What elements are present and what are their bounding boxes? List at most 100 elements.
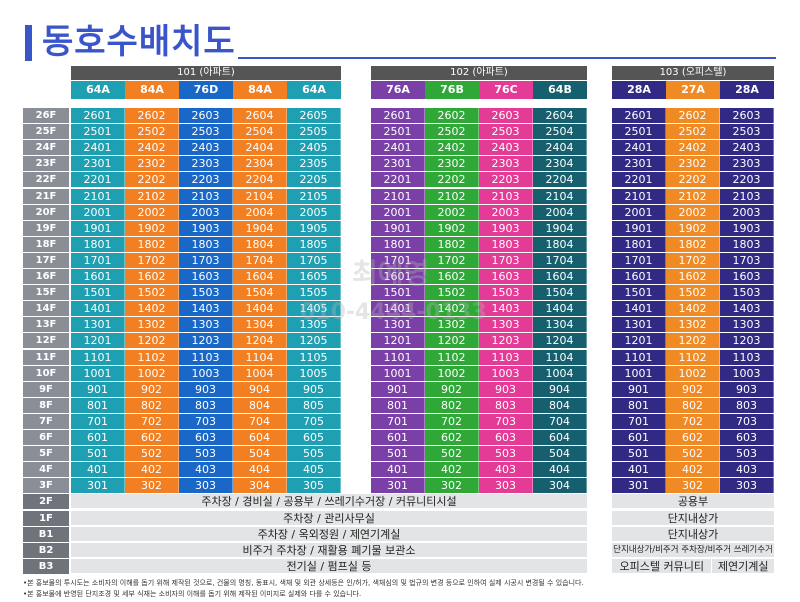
page-title: 동호수배치도: [42, 22, 236, 62]
unit-cell: 902: [666, 381, 720, 397]
floor-label: B3: [23, 558, 69, 574]
note-line: •본 홍보물의 투시도는 소비자의 이해를 돕기 위해 제작된 것으로, 건물의…: [23, 579, 584, 587]
unit-cell: 1304: [233, 317, 287, 333]
unit-cell: 2103: [179, 188, 233, 204]
unit-cell: 504: [533, 446, 587, 462]
unit-cell: 2201: [612, 172, 666, 188]
unit-cell: 2003: [720, 204, 774, 220]
unit-cell: 2202: [125, 172, 179, 188]
unit-cell: 501: [371, 446, 425, 462]
unit-cell: 2203: [720, 172, 774, 188]
unit-cell: 2203: [179, 172, 233, 188]
floor-label: 14F: [23, 301, 69, 317]
unit-cell: 1305: [287, 317, 341, 333]
floor-label: 2F: [23, 494, 69, 510]
unit-cell: 402: [425, 462, 479, 478]
floor-label: 15F: [23, 285, 69, 301]
unit-cell: 2003: [479, 204, 533, 220]
unit-cell: 2503: [179, 124, 233, 140]
floor-label: 6F: [23, 430, 69, 445]
floor-label: 25F: [23, 124, 69, 140]
unit-cell: 2502: [125, 124, 179, 140]
unit-cell: 401: [612, 462, 666, 478]
unit-cell: 1503: [179, 285, 233, 301]
unit-cell: 1203: [179, 333, 233, 349]
unit-cell: 304: [533, 478, 587, 494]
unit-cell: 1802: [125, 236, 179, 252]
unit-cell: 703: [720, 413, 774, 429]
floor-label: 18F: [23, 236, 69, 252]
unit-cell: 2101: [612, 188, 666, 204]
unit-cell: 403: [720, 462, 774, 478]
unit-cell: 1102: [425, 349, 479, 365]
unit-cell: 2001: [612, 204, 666, 220]
unit-cell: 2604: [533, 108, 587, 123]
unit-cell: 2601: [371, 108, 425, 123]
unit-cell: 2001: [71, 204, 125, 220]
unit-cell: 2402: [666, 140, 720, 156]
unit-cell: 2401: [612, 140, 666, 156]
unit-cell: 1505: [287, 285, 341, 301]
unit-cell: 1504: [533, 285, 587, 301]
unit-cell: 301: [612, 478, 666, 494]
unit-cell: 1102: [666, 349, 720, 365]
unit-cell: 505: [287, 446, 341, 462]
unit-cell: 702: [425, 413, 479, 429]
unit-cell: 502: [125, 446, 179, 462]
unit-cell: 804: [533, 397, 587, 413]
unit-cell: 2602: [666, 108, 720, 123]
unit-cell: 1201: [71, 333, 125, 349]
office-floor-usage: 단지내상가: [612, 526, 774, 542]
unit-cell: 1904: [533, 220, 587, 236]
unit-type-header: 28A: [612, 81, 666, 99]
unit-cell: 501: [71, 446, 125, 462]
unit-cell: 2304: [233, 156, 287, 172]
unit-cell: 802: [425, 397, 479, 413]
unit-cell: 2102: [425, 188, 479, 204]
unit-cell: 2402: [425, 140, 479, 156]
unit-cell: 2204: [533, 172, 587, 188]
unit-cell: 801: [612, 397, 666, 413]
unit-cell: 404: [533, 462, 587, 478]
unit-cell: 1501: [371, 285, 425, 301]
unit-cell: 701: [612, 413, 666, 429]
unit-cell: 403: [479, 462, 533, 478]
unit-cell: 1803: [479, 236, 533, 252]
unit-cell: 1902: [425, 220, 479, 236]
unit-cell: 701: [371, 413, 425, 429]
unit-cell: 2101: [371, 188, 425, 204]
unit-cell: 2101: [71, 188, 125, 204]
unit-cell: 2403: [479, 140, 533, 156]
unit-cell: 405: [287, 462, 341, 478]
apt-floor-usage: 주차장 / 경비실 / 공용부 / 쓰레기수거장 / 커뮤니티시설: [71, 494, 587, 510]
unit-cell: 2204: [233, 172, 287, 188]
unit-cell: 2004: [233, 204, 287, 220]
floor-label: 8F: [23, 397, 69, 413]
unit-cell: 1702: [425, 252, 479, 268]
unit-cell: 1202: [425, 333, 479, 349]
unit-cell: 1004: [533, 365, 587, 381]
unit-cell: 701: [71, 413, 125, 429]
floor-label: 17F: [23, 252, 69, 268]
unit-cell: 1801: [371, 236, 425, 252]
unit-cell: 503: [720, 446, 774, 462]
unit-cell: 1404: [233, 301, 287, 317]
unit-cell: 604: [533, 430, 587, 445]
unit-cell: 1303: [179, 317, 233, 333]
floor-label: 16F: [23, 269, 69, 284]
unit-cell: 2504: [233, 124, 287, 140]
building-header: 103 (오피스텔): [612, 66, 774, 80]
unit-cell: 2205: [287, 172, 341, 188]
unit-cell: 303: [479, 478, 533, 494]
unit-cell: 303: [720, 478, 774, 494]
building-header: 101 (아파트): [71, 66, 341, 80]
unit-cell: 1502: [425, 285, 479, 301]
unit-cell: 1503: [479, 285, 533, 301]
unit-cell: 502: [425, 446, 479, 462]
unit-cell: 301: [371, 478, 425, 494]
unit-cell: 605: [287, 430, 341, 445]
unit-cell: 1701: [371, 252, 425, 268]
unit-cell: 1002: [666, 365, 720, 381]
floor-label: 10F: [23, 365, 69, 381]
unit-cell: 803: [720, 397, 774, 413]
